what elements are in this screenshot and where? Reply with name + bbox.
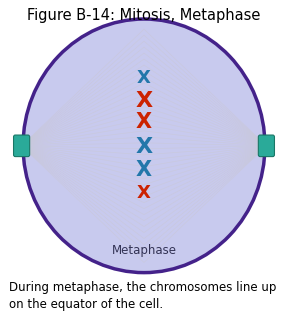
FancyBboxPatch shape [14, 135, 30, 157]
Text: X: X [135, 137, 153, 158]
FancyBboxPatch shape [258, 135, 274, 157]
Ellipse shape [23, 19, 265, 273]
Text: X: X [135, 91, 153, 112]
Text: During metaphase, the chromosomes line up
on the equator of the cell.: During metaphase, the chromosomes line u… [9, 281, 276, 311]
Text: X: X [136, 159, 152, 180]
Text: X: X [137, 69, 151, 87]
Text: X: X [137, 184, 151, 202]
Text: X: X [136, 112, 152, 132]
Text: Figure B-14: Mitosis, Metaphase: Figure B-14: Mitosis, Metaphase [27, 8, 261, 23]
Text: Metaphase: Metaphase [111, 244, 177, 257]
